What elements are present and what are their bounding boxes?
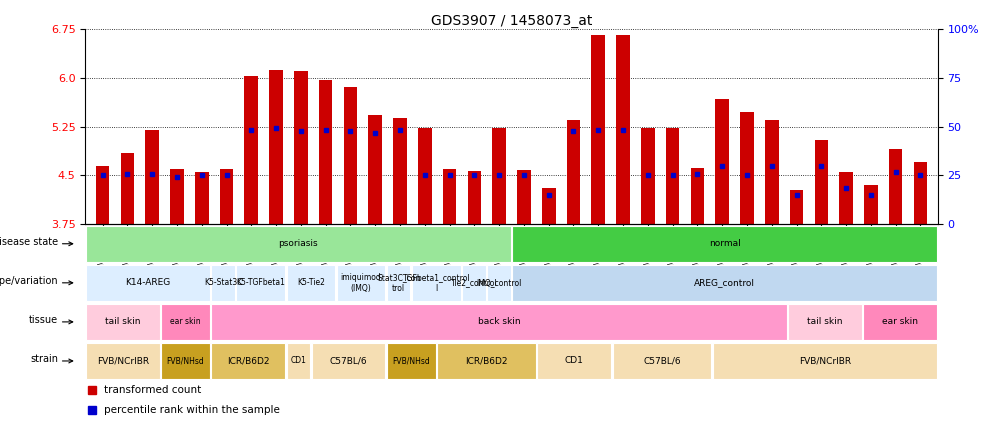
Title: GDS3907 / 1458073_at: GDS3907 / 1458073_at xyxy=(431,14,591,28)
Text: back skin: back skin xyxy=(477,317,520,326)
Text: Tie2_control: Tie2_control xyxy=(450,278,497,287)
Bar xyxy=(219,169,233,224)
Text: K14-AREG: K14-AREG xyxy=(125,278,170,287)
Bar xyxy=(517,170,530,224)
Bar xyxy=(294,71,308,224)
Bar xyxy=(512,265,936,301)
Bar xyxy=(86,304,159,340)
Text: ICR/B6D2: ICR/B6D2 xyxy=(226,357,270,365)
Bar xyxy=(492,128,505,224)
Text: ear skin: ear skin xyxy=(170,317,200,326)
Text: tail skin: tail skin xyxy=(105,317,140,326)
Bar xyxy=(788,304,861,340)
Text: ICR/B6D2: ICR/B6D2 xyxy=(465,357,507,365)
Text: C57BL/6: C57BL/6 xyxy=(642,357,680,365)
Text: tissue: tissue xyxy=(29,315,58,325)
Bar xyxy=(665,128,678,224)
Bar xyxy=(789,190,803,224)
Bar xyxy=(442,169,456,224)
Bar xyxy=(211,304,786,340)
Bar xyxy=(487,265,510,301)
Text: K5-Tie2: K5-Tie2 xyxy=(297,278,325,287)
Bar xyxy=(387,265,410,301)
Bar xyxy=(537,343,610,379)
Text: Stat3C_con
trol: Stat3C_con trol xyxy=(377,273,420,293)
Bar xyxy=(96,166,109,224)
Bar xyxy=(236,265,285,301)
Bar xyxy=(888,149,902,224)
Bar xyxy=(387,343,435,379)
Text: K5-TGFbeta1: K5-TGFbeta1 xyxy=(236,278,285,287)
Bar xyxy=(566,120,580,224)
Bar xyxy=(287,265,335,301)
Bar xyxy=(863,304,936,340)
Text: TGFbeta1_control
l: TGFbeta1_control l xyxy=(402,273,470,293)
Bar xyxy=(211,343,285,379)
Bar xyxy=(467,171,481,224)
Bar xyxy=(194,172,208,224)
Bar xyxy=(541,188,555,224)
Bar xyxy=(418,128,431,224)
Bar xyxy=(287,343,310,379)
Bar xyxy=(244,76,258,224)
Text: CD1: CD1 xyxy=(564,357,583,365)
Text: FVB/NHsd: FVB/NHsd xyxy=(166,357,204,365)
Bar xyxy=(319,79,332,224)
Text: imiquimod
(IMQ): imiquimod (IMQ) xyxy=(341,273,381,293)
Bar xyxy=(145,130,159,224)
Text: FVB/NCrIBR: FVB/NCrIBR xyxy=(97,357,148,365)
Text: FVB/NCrIBR: FVB/NCrIBR xyxy=(799,357,850,365)
Bar xyxy=(437,343,535,379)
Bar xyxy=(312,343,385,379)
Text: normal: normal xyxy=(708,239,739,248)
Bar xyxy=(161,343,209,379)
Bar xyxy=(86,265,209,301)
Text: strain: strain xyxy=(30,354,58,364)
Bar xyxy=(615,36,629,224)
Bar xyxy=(86,343,159,379)
Bar xyxy=(863,185,877,224)
Bar xyxy=(86,226,510,262)
Bar xyxy=(690,167,703,224)
Text: AREG_control: AREG_control xyxy=(693,278,755,287)
Text: psoriasis: psoriasis xyxy=(279,239,318,248)
Text: FVB/NHsd: FVB/NHsd xyxy=(392,357,430,365)
Bar xyxy=(344,87,357,224)
Bar xyxy=(814,139,828,224)
Text: percentile rank within the sample: percentile rank within the sample xyxy=(104,405,280,416)
Bar xyxy=(640,128,654,224)
Bar xyxy=(839,172,852,224)
Bar xyxy=(337,265,385,301)
Bar xyxy=(368,115,382,224)
Text: IMQ_control: IMQ_control xyxy=(476,278,521,287)
Text: transformed count: transformed count xyxy=(104,385,201,396)
Text: tail skin: tail skin xyxy=(807,317,842,326)
Bar xyxy=(765,120,778,224)
Bar xyxy=(269,70,283,224)
Bar xyxy=(393,118,407,224)
Bar xyxy=(714,99,728,224)
Text: CD1: CD1 xyxy=(291,357,306,365)
Bar xyxy=(211,265,234,301)
Text: ear skin: ear skin xyxy=(882,317,917,326)
Bar xyxy=(591,36,604,224)
Text: genotype/variation: genotype/variation xyxy=(0,276,58,286)
Text: K5-Stat3C: K5-Stat3C xyxy=(203,278,242,287)
Bar xyxy=(412,265,460,301)
Bar xyxy=(462,265,485,301)
Bar xyxy=(739,111,754,224)
Bar xyxy=(612,343,710,379)
Bar xyxy=(913,163,926,224)
Bar xyxy=(712,343,936,379)
Bar xyxy=(120,153,134,224)
Bar xyxy=(512,226,936,262)
Bar xyxy=(161,304,209,340)
Text: C57BL/6: C57BL/6 xyxy=(330,357,367,365)
Text: disease state: disease state xyxy=(0,237,58,247)
Bar xyxy=(170,169,183,224)
